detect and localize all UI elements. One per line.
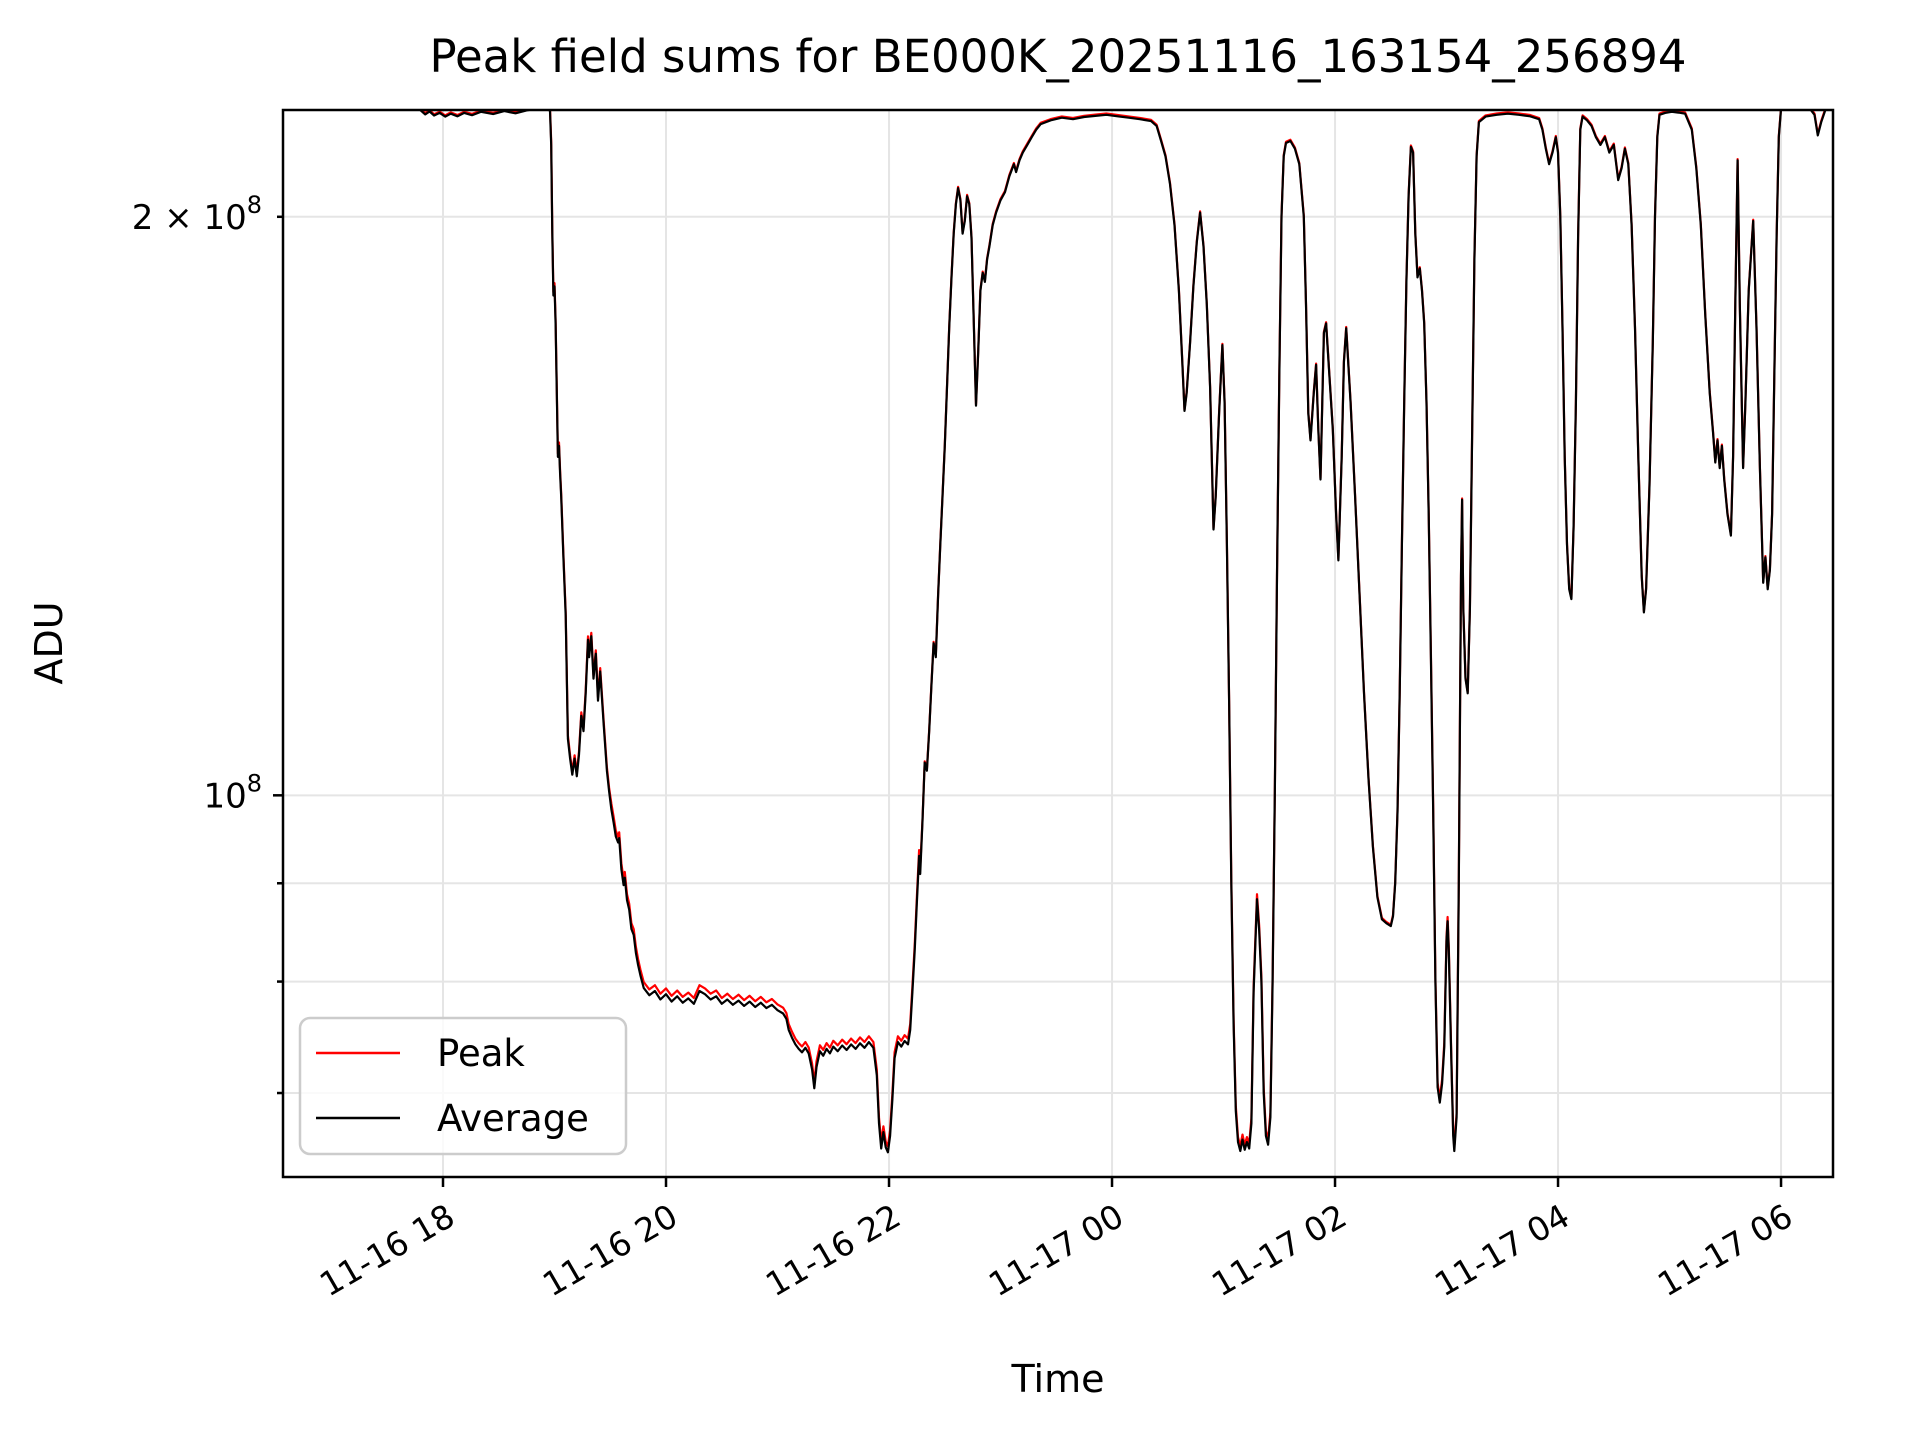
average-series-line <box>418 110 1827 1154</box>
x-tick-label: 11-17 06 <box>1651 1196 1799 1304</box>
x-tick-label: 11-17 04 <box>1428 1196 1576 1304</box>
legend: Peak Average <box>298 1016 628 1156</box>
legend-average-label: Average <box>437 1097 589 1140</box>
chart-title: Peak field sums for BE000K_20251116_1631… <box>429 30 1686 83</box>
y-tick-label: 108 <box>203 769 262 816</box>
x-axis: 11-16 18 11-16 20 11-16 22 11-17 00 11-17 02… <box>313 1177 1799 1304</box>
x-tick-label: 11-16 22 <box>759 1196 907 1304</box>
y-tick-label: 2 × 108 <box>132 191 262 238</box>
y-axis: 108 2 × 108 <box>132 191 283 1095</box>
grid <box>283 110 1833 1177</box>
axes-spines <box>281 108 1835 1179</box>
x-tick-label: 11-16 20 <box>536 1196 684 1304</box>
y-axis-label: ADU <box>27 601 71 684</box>
series-group <box>418 110 1827 1154</box>
x-tick-label: 11-17 00 <box>982 1196 1130 1304</box>
x-tick-label: 11-16 18 <box>313 1196 461 1304</box>
x-tick-label: 11-17 02 <box>1205 1196 1353 1304</box>
legend-peak-label: Peak <box>437 1032 525 1075</box>
x-axis-label: Time <box>1011 1357 1105 1401</box>
plot-area <box>283 110 1833 1177</box>
